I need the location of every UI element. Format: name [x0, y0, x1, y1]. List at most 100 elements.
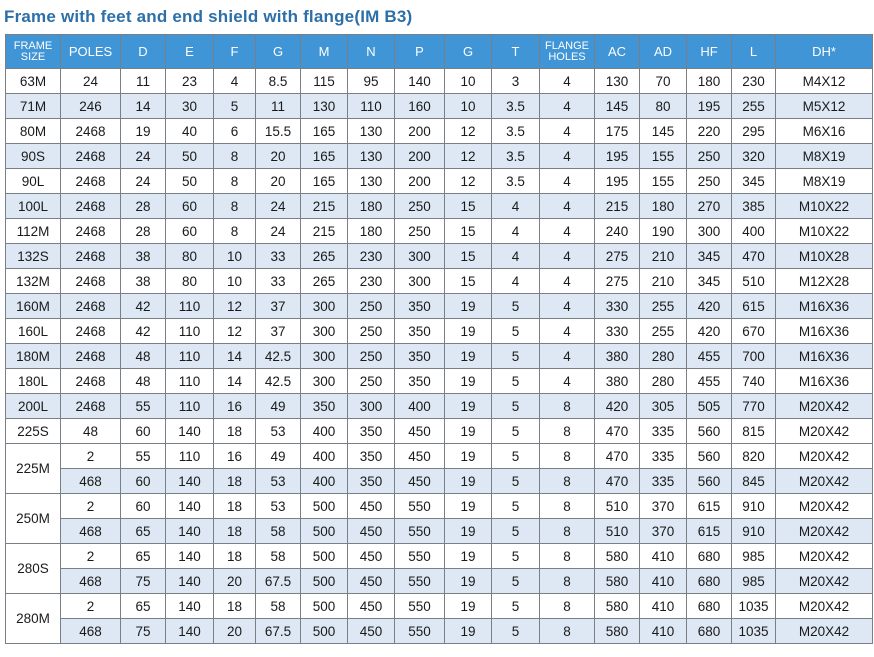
table-cell: 985 [731, 568, 776, 594]
table-cell: M4X12 [775, 68, 873, 94]
table-cell: 400 [394, 393, 445, 419]
table-cell: 130 [347, 143, 395, 169]
table-cell: 180 [347, 193, 395, 219]
table-cell: 250 [394, 218, 445, 244]
table-cell: M16X36 [775, 368, 873, 394]
table-cell: M20X42 [775, 543, 873, 569]
table-cell: 8 [539, 593, 595, 619]
table-cell: 910 [731, 493, 776, 519]
page-title: Frame with feet and end shield with flan… [4, 7, 413, 26]
table-cell: 58 [255, 543, 301, 569]
table-cell: 19 [444, 318, 492, 344]
table-cell: 380 [594, 343, 640, 369]
table-cell: 67.5 [255, 618, 301, 644]
table-cell: 4 [539, 268, 595, 294]
frame-size-cell: 132M [5, 268, 61, 294]
table-cell: 680 [686, 543, 732, 569]
table-cell: 350 [394, 368, 445, 394]
table-cell: 350 [300, 393, 348, 419]
table-cell: 580 [594, 618, 640, 644]
column-header: POLES [60, 34, 121, 69]
table-cell: 670 [731, 318, 776, 344]
table-body: 63M 24 11 23 4 8.5 115 95 140 10 3 4 130 70 180 230 M4X1… [5, 68, 873, 644]
table-cell: 130 [347, 118, 395, 144]
table-cell: 5 [491, 593, 540, 619]
table-cell: 300 [347, 393, 395, 419]
table-cell: 500 [300, 518, 348, 544]
column-header: D [120, 34, 166, 69]
table-cell: 20 [213, 568, 256, 594]
table-cell: 8 [539, 393, 595, 419]
table-cell: 4 [539, 343, 595, 369]
table-cell: 700 [731, 343, 776, 369]
table-cell: 50 [165, 143, 214, 169]
table-cell: 175 [594, 118, 640, 144]
table-cell: 140 [165, 468, 214, 494]
table-cell: 550 [394, 518, 445, 544]
table-cell: 18 [213, 543, 256, 569]
table-cell: 110 [165, 293, 214, 319]
table-cell: 450 [347, 593, 395, 619]
table-cell: 2468 [60, 343, 121, 369]
table-cell: 380 [594, 368, 640, 394]
table-cell: 455 [686, 343, 732, 369]
table-cell: 49 [255, 443, 301, 469]
table-cell: 2468 [60, 193, 121, 219]
table-cell: 140 [394, 68, 445, 94]
table-row: 250M 2 60 140 18 53 500 450 550 19 5 8 510 370 615 910 M… [5, 493, 873, 544]
table-cell: 2468 [60, 118, 121, 144]
table-cell: 8 [539, 493, 595, 519]
table-cell: 420 [686, 318, 732, 344]
column-header: G [444, 34, 492, 69]
table-cell: 19 [444, 518, 492, 544]
table-cell: 2468 [60, 243, 121, 269]
table-cell: 140 [165, 493, 214, 519]
table-cell: 42.5 [255, 343, 301, 369]
table-row: 468 65 140 18 58 500 450 550 19 5 8 510 370 615 910 M20… [6, 518, 873, 544]
table-cell: 370 [639, 493, 687, 519]
table-cell: 19 [444, 443, 492, 469]
table-cell: 500 [300, 618, 348, 644]
table-cell: 180 [639, 193, 687, 219]
table-cell: 345 [731, 168, 776, 194]
table-cell: 4 [539, 218, 595, 244]
table-cell: 215 [300, 218, 348, 244]
table-cell: 24 [255, 218, 301, 244]
table-row: 132S 2468 38 80 10 33 265 230 300 15 4 4 275 210 345 47… [5, 243, 873, 269]
table-cell: 4 [539, 118, 595, 144]
table-cell: 48 [120, 343, 166, 369]
table-cell: 470 [594, 468, 640, 494]
table-cell: 58 [255, 593, 301, 619]
table-cell: 18 [213, 468, 256, 494]
table-cell: 500 [300, 493, 348, 519]
table-cell: 140 [165, 593, 214, 619]
column-header: FLANGE HOLES [539, 34, 595, 69]
table-cell: M20X42 [775, 468, 873, 494]
table-cell: 4 [491, 193, 540, 219]
table-cell: 8 [539, 568, 595, 594]
table-cell: 500 [300, 543, 348, 569]
table-cell: M12X28 [775, 268, 873, 294]
table-cell: 140 [165, 518, 214, 544]
table-cell: 24 [120, 168, 166, 194]
table-cell: M20X42 [775, 493, 873, 519]
table-cell: 65 [120, 518, 166, 544]
table-row: 200L 2468 55 110 16 49 350 300 400 19 5 8 420 305 505 7… [5, 393, 873, 419]
table-cell: 500 [300, 568, 348, 594]
frame-size-cell: 90L [5, 168, 61, 194]
table-cell: 335 [639, 468, 687, 494]
table-cell: 450 [394, 418, 445, 444]
table-cell: 410 [639, 543, 687, 569]
table-cell: 23 [165, 68, 214, 94]
table-cell: 15 [444, 218, 492, 244]
table-cell: 4 [539, 143, 595, 169]
table-cell: 190 [639, 218, 687, 244]
table-cell: 42 [120, 318, 166, 344]
table-cell: M20X42 [775, 443, 873, 469]
table-cell: 15.5 [255, 118, 301, 144]
table-cell: 14 [213, 343, 256, 369]
table-cell: 110 [165, 318, 214, 344]
table-cell: 60 [120, 493, 166, 519]
table-cell: 38 [120, 268, 166, 294]
table-cell: 5 [491, 568, 540, 594]
